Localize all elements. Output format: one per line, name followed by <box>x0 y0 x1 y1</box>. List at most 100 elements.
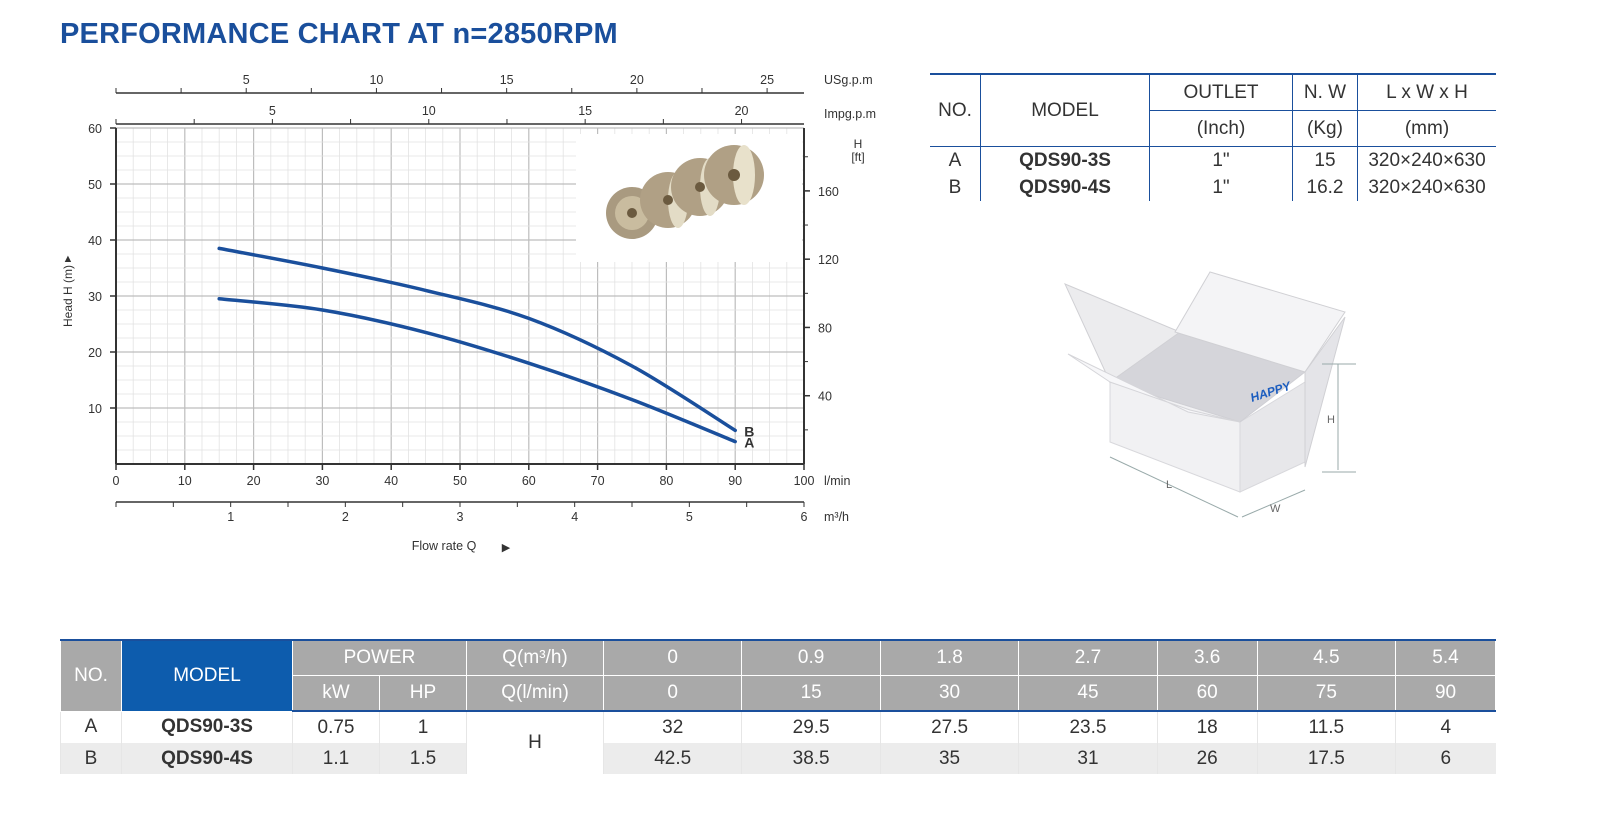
series-label-b: B <box>744 423 754 439</box>
y-axis-title: Head H (m) <box>61 265 75 327</box>
perf-header-power: POWER <box>292 639 467 676</box>
perf-qlmin-cell: 0 <box>602 675 743 712</box>
right-tick-label: 80 <box>818 321 832 335</box>
y-tick-label: 40 <box>88 234 102 248</box>
x-tick-label: 20 <box>247 474 261 488</box>
impeller-image <box>576 134 802 262</box>
shipping-box-illustration: HAPPY H L W <box>1064 271 1356 518</box>
x-tick-label: 0 <box>113 474 120 488</box>
spec-row-no: B <box>948 176 962 198</box>
spec-header-dims: L x W x H <box>1357 74 1496 111</box>
usgpm-tick-label: 5 <box>243 73 250 87</box>
spec-header-model: MODEL <box>980 74 1150 147</box>
spec-row-outlet: 1" <box>1149 174 1293 201</box>
x-tick-label: 100 <box>794 474 815 488</box>
x-tick-label: 70 <box>591 474 605 488</box>
perf-h-label: H <box>466 711 604 774</box>
m3h-tick-label: 1 <box>227 510 234 524</box>
m3h-tick-label: 4 <box>571 510 578 524</box>
perf-h-cell: 29.5 <box>741 711 881 743</box>
perf-row-no: A <box>60 711 122 743</box>
right-axis-title: H <box>854 137 863 151</box>
y-tick-label: 50 <box>88 178 102 192</box>
perf-row-hp: 1 <box>379 711 467 743</box>
perf-header-hp: HP <box>379 675 467 712</box>
perf-h-cell: 4 <box>1395 711 1496 743</box>
perf-h-cell: 18 <box>1156 711 1258 743</box>
perf-qm3h-cell: 0 <box>602 639 743 676</box>
box-dimension-l: L <box>1166 479 1172 491</box>
perf-qlmin-cell: 60 <box>1156 675 1258 712</box>
perf-qm3h-cell: 2.7 <box>1018 639 1158 676</box>
perf-qlmin-cell: 30 <box>879 675 1020 712</box>
usgpm-unit-label: USg.p.m <box>824 73 873 87</box>
usgpm-tick-label: 10 <box>369 73 383 87</box>
perf-row-kw: 0.75 <box>292 711 380 743</box>
right-tick-label: 120 <box>818 253 839 267</box>
perf-h-cell: 38.5 <box>741 743 881 774</box>
chart-series <box>217 246 737 444</box>
m3h-tick-label: 6 <box>801 510 808 524</box>
m3h-unit-label: m³/h <box>824 510 849 524</box>
perf-qlmin-cell: 75 <box>1256 675 1397 712</box>
perf-qm3h-cell: 3.6 <box>1156 639 1258 676</box>
perf-h-cell: 31 <box>1018 743 1158 774</box>
perf-h-cell: 26 <box>1156 743 1258 774</box>
perf-qlmin-cell: 90 <box>1395 675 1496 712</box>
usgpm-tick-label: 25 <box>760 73 774 87</box>
perf-row-model: QDS90-3S <box>121 711 293 743</box>
perf-header-qlmin: Q(l/min) <box>466 675 604 712</box>
x-tick-label: 90 <box>728 474 742 488</box>
impgpm-tick-label: 10 <box>422 104 436 118</box>
spec-row-nw: 15 <box>1292 146 1358 174</box>
perf-h-cell: 23.5 <box>1018 711 1158 743</box>
perf-row-model: QDS90-4S <box>121 743 293 774</box>
chart-labels: 0 10 20 30 40 50 60 70 80 90 100 l/min 10 20 30 40 50 60 H… <box>61 73 876 554</box>
perf-header-kw: kW <box>292 675 380 712</box>
x-tick-label: 50 <box>453 474 467 488</box>
impeller-stack-icon <box>606 145 764 239</box>
perf-row-kw: 1.1 <box>292 743 380 774</box>
x-axis-title: Flow rate Q <box>412 539 477 553</box>
x-tick-label: 10 <box>178 474 192 488</box>
perf-row-hp: 1.5 <box>379 743 467 774</box>
right-axis-unit: [ft] <box>851 150 864 164</box>
spec-row-outlet: 1" <box>1149 146 1293 174</box>
x-tick-label: 80 <box>659 474 673 488</box>
y-tick-label: 30 <box>88 290 102 304</box>
page-title: PERFORMANCE CHART AT n=2850RPM <box>60 18 618 50</box>
spec-row-no: A <box>948 149 962 171</box>
perf-header-qm3h: Q(m³/h) <box>466 639 604 676</box>
usgpm-tick-label: 15 <box>500 73 514 87</box>
usgpm-tick-label: 20 <box>630 73 644 87</box>
performance-chart: 0 10 20 30 40 50 60 70 80 90 100 l/min 10 20 30 40 50 60 H… <box>61 73 876 554</box>
perf-qm3h-cell: 4.5 <box>1256 639 1397 676</box>
perf-h-cell: 32 <box>602 711 742 743</box>
m3h-tick-label: 3 <box>457 510 464 524</box>
perf-qm3h-cell: 5.4 <box>1395 639 1496 676</box>
spec-row-dims: 320×240×630 <box>1357 146 1496 174</box>
spec-header-dims-unit: (mm) <box>1357 110 1496 147</box>
spec-header-nw: N. W <box>1292 74 1358 111</box>
impgpm-tick-label: 15 <box>578 104 592 118</box>
right-tick-label: 40 <box>818 390 832 404</box>
perf-qlmin-cell: 45 <box>1018 675 1158 712</box>
perf-header-model: MODEL <box>121 639 293 712</box>
impgpm-tick-label: 20 <box>735 104 749 118</box>
perf-qm3h-cell: 0.9 <box>741 639 881 676</box>
x-tick-label: 40 <box>384 474 398 488</box>
series-line-b <box>217 246 737 433</box>
perf-h-cell: 27.5 <box>879 711 1019 743</box>
perf-h-cell: 35 <box>879 743 1019 774</box>
perf-h-cell: 6 <box>1395 743 1496 774</box>
impgpm-unit-label: Impg.p.m <box>824 107 876 121</box>
box-dimension-w: W <box>1270 503 1281 515</box>
y-tick-label: 10 <box>88 402 102 416</box>
perf-h-cell: 17.5 <box>1256 743 1396 774</box>
performance-table: NO. MODEL POWER Q(m³/h) 0 0.9 1.8 2.7 3.… <box>60 639 1496 774</box>
spec-row-model: QDS90-4S <box>980 174 1150 201</box>
right-tick-label: 160 <box>818 185 839 199</box>
box-dimension-h: H <box>1327 414 1335 426</box>
spec-header-outlet-unit: (Inch) <box>1149 110 1293 147</box>
spec-row-dims: 320×240×630 <box>1357 174 1496 201</box>
